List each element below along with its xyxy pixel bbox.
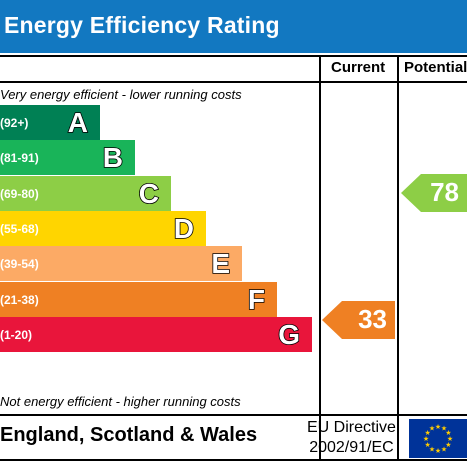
band-letter: E bbox=[211, 247, 231, 280]
band-letter: F bbox=[247, 283, 266, 316]
band-f: (21-38) F bbox=[0, 281, 277, 317]
eu-star-icon: ★ bbox=[424, 429, 430, 437]
band-range: (81-91) bbox=[0, 151, 39, 166]
rating-table bbox=[0, 55, 467, 461]
band-range: (92+) bbox=[0, 116, 29, 130]
eu-star-icon: ★ bbox=[441, 425, 447, 433]
band-range: (21-38) bbox=[0, 292, 39, 307]
divider-current bbox=[319, 55, 321, 461]
header-row-divider bbox=[0, 81, 467, 83]
potential-rating-value: 78 bbox=[430, 177, 459, 207]
divider-potential bbox=[397, 55, 399, 461]
top-note: Very energy efficient - lower running co… bbox=[0, 87, 242, 102]
eu-flag-icon: ★ ★ ★ ★ ★ ★ ★ ★ ★ ★ ★ ★ bbox=[409, 419, 467, 458]
band-letter: D bbox=[173, 212, 195, 245]
eu-directive-line1: EU Directive bbox=[307, 419, 396, 436]
eu-star-icon: ★ bbox=[423, 435, 429, 443]
band-d: (55-68) D bbox=[0, 210, 206, 246]
eu-star-icon: ★ bbox=[435, 423, 441, 431]
band-g: (1-20) G bbox=[0, 316, 312, 352]
eu-directive: EU Directive 2002/91/EC bbox=[307, 418, 396, 458]
band-a: (92+) A bbox=[0, 105, 100, 140]
eu-star-icon: ★ bbox=[447, 435, 453, 443]
eu-directive-line2: 2002/91/EC bbox=[309, 439, 394, 456]
band-range: (39-54) bbox=[0, 257, 39, 272]
band-b: (81-91) B bbox=[0, 140, 135, 176]
eu-star-icon: ★ bbox=[441, 445, 447, 453]
band-letter: G bbox=[277, 318, 300, 351]
current-rating-value: 33 bbox=[358, 304, 387, 334]
footer-divider bbox=[0, 414, 467, 416]
band-letter: B bbox=[102, 141, 124, 174]
band-c: (69-80) C bbox=[0, 175, 171, 211]
eu-star-icon: ★ bbox=[424, 441, 430, 449]
band-range: (55-68) bbox=[0, 221, 39, 236]
current-column-header: Current bbox=[331, 59, 386, 76]
eu-star-icon: ★ bbox=[435, 447, 441, 455]
band-range: (1-20) bbox=[0, 327, 33, 342]
eu-star-icon: ★ bbox=[429, 445, 435, 453]
band-letter: A bbox=[67, 106, 89, 139]
bottom-note: Not energy efficient - higher running co… bbox=[0, 394, 241, 409]
band-range: (69-80) bbox=[0, 186, 39, 201]
band-letter: C bbox=[138, 177, 160, 210]
page-title: Energy Efficiency Rating bbox=[4, 12, 280, 38]
eu-star-icon: ★ bbox=[429, 425, 435, 433]
band-e: (39-54) E bbox=[0, 246, 242, 282]
header-bar: Energy Efficiency Rating bbox=[0, 0, 467, 53]
eu-star-icon: ★ bbox=[445, 441, 451, 449]
country-label: England, Scotland & Wales bbox=[0, 424, 258, 446]
eu-star-icon: ★ bbox=[445, 429, 451, 437]
potential-column-header: Potential bbox=[404, 59, 467, 76]
